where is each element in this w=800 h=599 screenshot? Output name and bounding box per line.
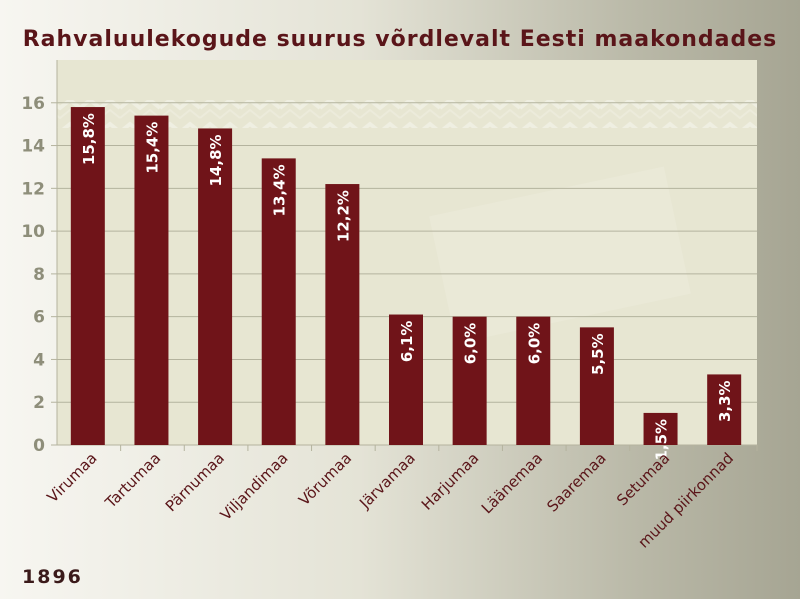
data-label: 12,2%	[334, 190, 352, 242]
data-label: 6,1%	[398, 321, 416, 363]
y-tick-label: 0	[33, 436, 45, 456]
category-label: Saaremaa	[543, 449, 609, 515]
y-tick-label: 2	[33, 393, 45, 413]
plot-pattern-block	[429, 166, 691, 344]
category-label: Läänemaa	[478, 449, 546, 517]
data-label: 15,8%	[80, 113, 98, 165]
category-label: Pärnumaa	[162, 449, 228, 515]
bar	[516, 316, 551, 445]
bar	[643, 412, 678, 445]
y-tick-label: 6	[33, 308, 45, 328]
data-label: 13,4%	[271, 164, 289, 216]
y-tick-label: 14	[21, 137, 45, 157]
category-label: Võrumaa	[295, 449, 355, 509]
chart-title: Rahvaluulekogude suurus võrdlevalt Eesti…	[22, 27, 778, 52]
category-label: Setumaa	[613, 449, 673, 509]
y-tick-label: 12	[21, 179, 45, 199]
category-label: Tartumaa	[101, 449, 164, 512]
category-label: Virumaa	[44, 449, 101, 506]
category-label: Järvamaa	[355, 449, 419, 513]
category-label: Viljandimaa	[217, 449, 292, 524]
bar	[134, 115, 169, 445]
bar	[70, 107, 105, 446]
data-label: 3,3%	[716, 380, 734, 422]
data-label: 6,0%	[525, 323, 543, 365]
bar	[261, 158, 296, 445]
plot-pattern-band	[57, 100, 757, 128]
y-tick-label: 8	[33, 265, 45, 285]
y-tick-label: 16	[21, 94, 45, 114]
y-tick-label: 4	[33, 350, 45, 370]
y-tick-label: 10	[21, 222, 45, 242]
data-label: 1,5%	[653, 419, 671, 461]
bar	[389, 314, 423, 445]
data-label: 15,4%	[143, 122, 161, 174]
category-label: Harjumaa	[418, 449, 483, 514]
data-label: 6,0%	[462, 323, 480, 365]
bar	[325, 184, 360, 446]
data-label: 14,8%	[207, 134, 225, 186]
bar	[452, 316, 487, 445]
bar	[198, 128, 233, 445]
year-label: 1896	[22, 566, 83, 588]
data-label: 5,5%	[589, 333, 607, 375]
bar	[579, 327, 614, 445]
bar	[707, 374, 742, 445]
